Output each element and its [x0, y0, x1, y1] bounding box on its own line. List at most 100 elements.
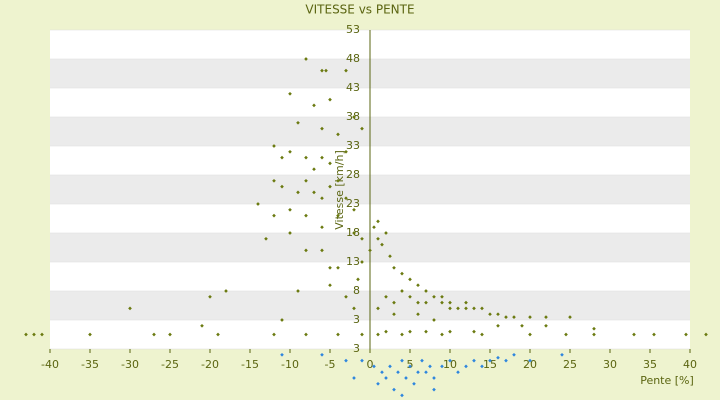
point — [440, 332, 444, 337]
point — [272, 213, 276, 218]
point — [400, 358, 404, 363]
point — [288, 207, 292, 212]
point — [560, 352, 564, 357]
x-tick-label: 5 — [407, 358, 414, 371]
x-tick-label: 30 — [603, 358, 617, 371]
point — [312, 167, 316, 172]
point — [464, 300, 468, 305]
point — [380, 370, 384, 375]
y-tick-label: 23 — [346, 197, 360, 210]
x-tick-label: -30 — [121, 358, 139, 371]
point — [328, 265, 332, 270]
x-tick-label: -40 — [41, 358, 59, 371]
point — [472, 306, 476, 311]
point — [304, 213, 308, 218]
y-tick-label: 3 — [353, 342, 360, 355]
point — [684, 332, 688, 337]
point — [400, 393, 404, 398]
point — [424, 329, 428, 334]
point — [328, 161, 332, 166]
point — [520, 323, 524, 328]
point — [376, 306, 380, 311]
point — [400, 332, 404, 337]
point — [400, 289, 404, 293]
x-tick-label: 35 — [643, 358, 657, 371]
point — [296, 120, 300, 125]
point — [432, 294, 436, 299]
point — [376, 219, 380, 224]
x-tick-label: -20 — [201, 358, 219, 371]
point — [440, 300, 444, 305]
point — [480, 306, 484, 311]
point — [416, 312, 420, 317]
point — [464, 364, 468, 369]
point — [404, 376, 408, 380]
point — [412, 381, 416, 386]
point — [512, 315, 516, 319]
point — [336, 132, 340, 137]
point — [432, 318, 436, 322]
point — [384, 376, 388, 380]
point — [592, 326, 596, 331]
point — [360, 260, 364, 264]
x-axis-label: Pente [%] — [640, 374, 694, 387]
y-tick-label: 43 — [346, 81, 360, 94]
point — [336, 265, 340, 270]
point — [592, 332, 596, 337]
point — [488, 312, 492, 317]
point — [360, 358, 364, 363]
point — [448, 329, 452, 334]
point — [304, 155, 308, 160]
y-tick-label: 8 — [353, 284, 360, 297]
point — [448, 358, 452, 363]
x-tick-label: 0 — [367, 358, 374, 371]
point — [152, 332, 156, 337]
point — [408, 364, 412, 369]
y-tick-label: 53 — [346, 23, 360, 36]
point — [388, 254, 392, 259]
point — [376, 236, 380, 241]
x-tick-label: -10 — [281, 358, 299, 371]
point — [352, 306, 356, 311]
y-tick-label: 33 — [346, 139, 360, 152]
point — [312, 103, 316, 108]
point — [504, 358, 508, 363]
point — [272, 144, 276, 148]
point — [208, 294, 212, 299]
point — [396, 370, 400, 375]
x-tick-label: 40 — [683, 358, 697, 371]
x-tick-label: -5 — [325, 358, 336, 371]
point — [440, 364, 444, 369]
point — [296, 190, 300, 195]
point — [392, 312, 396, 317]
point — [296, 289, 300, 293]
point — [376, 381, 380, 386]
point — [384, 294, 388, 299]
point — [304, 248, 308, 253]
point — [480, 364, 484, 369]
point — [344, 196, 348, 201]
point — [568, 315, 572, 319]
point — [384, 329, 388, 334]
point — [504, 315, 508, 319]
point — [352, 376, 356, 380]
point — [356, 277, 360, 282]
point — [376, 332, 380, 337]
point — [652, 332, 656, 337]
point — [408, 329, 412, 334]
y-tick-label: 28 — [346, 168, 360, 181]
point — [328, 184, 332, 189]
x-tick-label: -35 — [81, 358, 99, 371]
point — [392, 300, 396, 305]
point — [416, 300, 420, 305]
point — [428, 364, 432, 369]
point — [344, 294, 348, 299]
point — [304, 332, 308, 337]
point — [216, 332, 220, 337]
y-tick-label: 13 — [346, 255, 360, 268]
point — [564, 332, 568, 337]
x-tick-label: 25 — [563, 358, 577, 371]
chart-title: VITESSE vs PENTE — [305, 3, 414, 17]
point — [704, 332, 708, 337]
